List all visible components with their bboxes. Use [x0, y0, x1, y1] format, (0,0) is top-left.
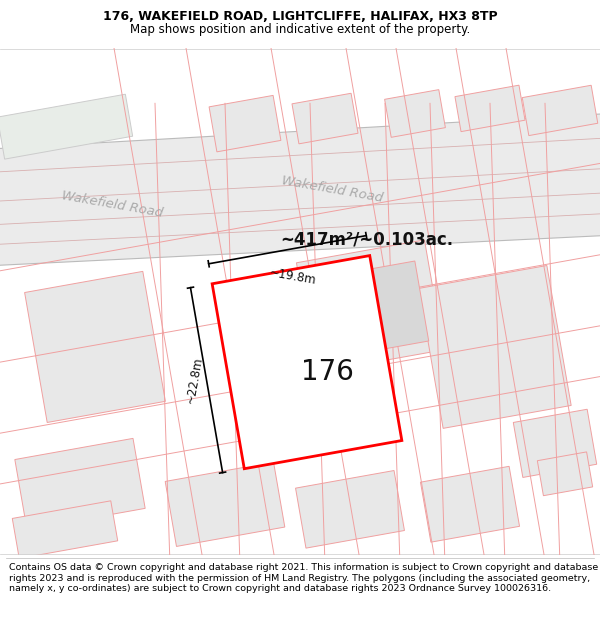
Polygon shape — [513, 409, 597, 478]
Text: 176: 176 — [301, 358, 353, 386]
Text: Contains OS data © Crown copyright and database right 2021. This information is : Contains OS data © Crown copyright and d… — [9, 563, 598, 593]
Polygon shape — [455, 85, 525, 132]
Text: ~417m²/~0.103ac.: ~417m²/~0.103ac. — [280, 231, 454, 249]
Polygon shape — [296, 471, 404, 548]
Polygon shape — [292, 93, 358, 144]
Polygon shape — [296, 240, 443, 372]
Polygon shape — [419, 266, 571, 428]
Polygon shape — [15, 438, 145, 529]
Polygon shape — [25, 271, 166, 422]
Polygon shape — [12, 501, 118, 558]
Polygon shape — [538, 452, 593, 496]
Polygon shape — [385, 89, 445, 138]
Text: Wakefield Road: Wakefield Road — [60, 189, 163, 220]
Polygon shape — [421, 466, 520, 542]
Polygon shape — [321, 261, 429, 358]
Polygon shape — [212, 256, 402, 469]
Text: Map shows position and indicative extent of the property.: Map shows position and indicative extent… — [130, 22, 470, 36]
Text: Wakefield Road: Wakefield Road — [280, 174, 383, 205]
Polygon shape — [209, 96, 281, 152]
Text: 176, WAKEFIELD ROAD, LIGHTCLIFFE, HALIFAX, HX3 8TP: 176, WAKEFIELD ROAD, LIGHTCLIFFE, HALIFA… — [103, 11, 497, 24]
Polygon shape — [522, 85, 598, 136]
Text: ~19.8m: ~19.8m — [268, 266, 317, 287]
Polygon shape — [0, 114, 600, 266]
Polygon shape — [165, 462, 285, 546]
Text: ~22.8m: ~22.8m — [184, 356, 205, 404]
Polygon shape — [0, 94, 133, 159]
